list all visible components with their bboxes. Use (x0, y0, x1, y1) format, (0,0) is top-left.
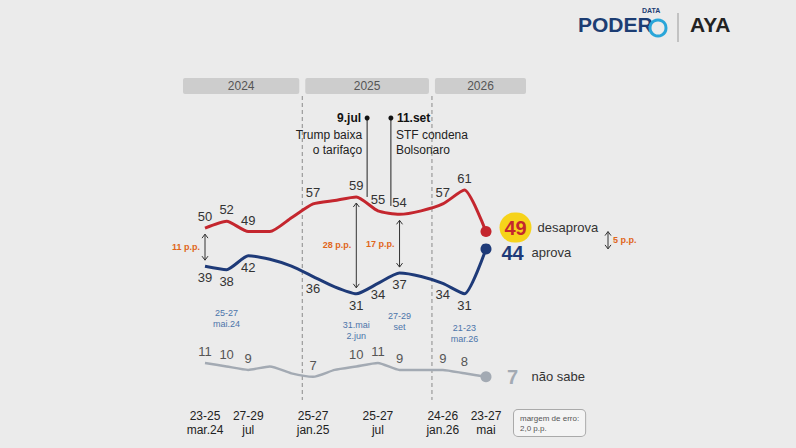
svg-text:jul: jul (241, 423, 254, 437)
svg-text:não sabe: não sabe (531, 369, 585, 384)
svg-text:10: 10 (219, 347, 233, 362)
svg-text:36: 36 (306, 281, 320, 296)
svg-text:57: 57 (306, 185, 320, 200)
svg-text:28 p.p.: 28 p.p. (323, 240, 352, 250)
svg-text:mai: mai (476, 423, 495, 437)
svg-text:54: 54 (392, 195, 406, 210)
svg-text:9: 9 (245, 351, 252, 366)
svg-text:jan.25: jan.25 (296, 423, 330, 437)
svg-text:21-23: 21-23 (453, 323, 476, 333)
svg-text:9.jul: 9.jul (337, 111, 361, 125)
svg-text:23-25: 23-25 (190, 409, 221, 423)
svg-text:5 p.p.: 5 p.p. (613, 235, 637, 245)
svg-text:aprova: aprova (531, 245, 572, 260)
svg-text:25-27: 25-27 (298, 409, 329, 423)
svg-text:31: 31 (349, 298, 363, 313)
svg-text:9: 9 (439, 351, 446, 366)
svg-text:Trump baixa: Trump baixa (296, 128, 363, 142)
svg-text:44: 44 (501, 242, 524, 264)
svg-text:2026: 2026 (467, 79, 494, 93)
svg-text:24-26: 24-26 (427, 409, 458, 423)
svg-text:25-27: 25-27 (363, 409, 394, 423)
svg-text:38: 38 (219, 274, 233, 289)
svg-text:27-29: 27-29 (388, 311, 411, 321)
svg-text:50: 50 (198, 209, 212, 224)
svg-text:8: 8 (461, 354, 468, 369)
svg-text:31.mai: 31.mai (343, 320, 370, 330)
svg-text:11: 11 (198, 344, 212, 359)
svg-text:mar.24: mar.24 (187, 423, 224, 437)
svg-text:set: set (394, 322, 407, 332)
svg-text:42: 42 (241, 260, 255, 275)
svg-text:25-27: 25-27 (215, 308, 238, 318)
svg-text:margem de erro:: margem de erro: (520, 414, 579, 423)
svg-text:AYA: AYA (690, 13, 730, 36)
svg-text:37: 37 (392, 277, 406, 292)
svg-text:34: 34 (436, 287, 450, 302)
svg-text:59: 59 (349, 178, 363, 193)
svg-text:DATA: DATA (642, 7, 660, 14)
svg-text:2024: 2024 (228, 79, 255, 93)
svg-text:2.jun: 2.jun (347, 331, 367, 341)
svg-text:61: 61 (457, 171, 471, 186)
svg-text:49: 49 (504, 217, 526, 239)
svg-text:2,0 p.p.: 2,0 p.p. (520, 424, 547, 433)
svg-text:31: 31 (457, 298, 471, 313)
svg-text:49: 49 (241, 213, 255, 228)
svg-text:52: 52 (219, 202, 233, 217)
svg-text:Bolsonaro: Bolsonaro (396, 143, 450, 157)
svg-text:7: 7 (309, 358, 316, 373)
svg-text:57: 57 (436, 185, 450, 200)
svg-text:27-29: 27-29 (233, 409, 264, 423)
svg-text:11: 11 (371, 344, 385, 359)
svg-text:10: 10 (349, 347, 363, 362)
svg-text:9: 9 (396, 351, 403, 366)
svg-text:11 p.p.: 11 p.p. (172, 242, 200, 252)
svg-text:34: 34 (371, 287, 385, 302)
svg-text:55: 55 (371, 192, 385, 207)
svg-text:23-27: 23-27 (471, 409, 502, 423)
svg-text:jul: jul (371, 423, 384, 437)
svg-text:mai.24: mai.24 (213, 319, 240, 329)
svg-text:PODER: PODER (578, 13, 653, 36)
svg-text:mar.26: mar.26 (451, 334, 479, 344)
svg-text:jan.26: jan.26 (425, 423, 459, 437)
svg-text:2025: 2025 (354, 79, 381, 93)
svg-text:11.set: 11.set (397, 111, 430, 125)
svg-text:desaprova: desaprova (537, 220, 598, 235)
svg-text:o tarifaço: o tarifaço (313, 143, 363, 157)
svg-text:7: 7 (507, 366, 518, 388)
svg-text:17 p.p.: 17 p.p. (366, 239, 395, 249)
svg-text:39: 39 (198, 270, 212, 285)
svg-text:STF condena: STF condena (396, 128, 468, 142)
